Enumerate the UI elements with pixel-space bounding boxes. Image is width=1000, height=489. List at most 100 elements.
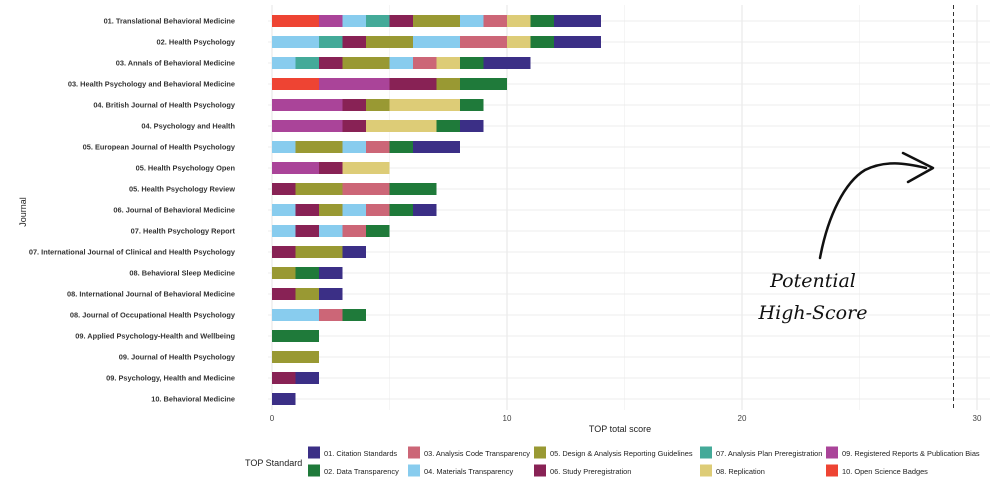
arrowhead-icon bbox=[901, 151, 935, 184]
bar-segment-05 bbox=[342, 57, 390, 69]
legend-title: TOP Standard bbox=[245, 458, 302, 468]
bar-segment-02 bbox=[389, 204, 413, 216]
y-tick-label: 09. Journal of Health Psychology bbox=[119, 353, 236, 362]
legend-swatch-09 bbox=[826, 446, 838, 459]
y-tick-label: 08. Journal of Occupational Health Psych… bbox=[70, 311, 236, 320]
bar-segment-04 bbox=[272, 225, 296, 237]
bar-segment-05 bbox=[295, 288, 319, 300]
bar-segment-09 bbox=[319, 15, 343, 27]
y-tick-label: 02. Health Psychology bbox=[157, 38, 236, 47]
legend-swatch-02 bbox=[308, 464, 320, 477]
legend-label: 03. Analysis Code Transparency bbox=[424, 449, 530, 458]
y-tick-label: 05. Health Psychology Review bbox=[129, 185, 235, 194]
bar-segment-01 bbox=[554, 15, 601, 27]
bar-segment-02 bbox=[295, 267, 319, 279]
bar-segment-06 bbox=[389, 78, 437, 90]
bar-segment-01 bbox=[413, 204, 437, 216]
legend-label: 09. Registered Reports & Publication Bia… bbox=[842, 449, 980, 458]
y-tick-label: 07. Health Psychology Report bbox=[131, 227, 236, 236]
y-tick-label: 05. Health Psychology Open bbox=[136, 164, 236, 173]
bar-segment-03 bbox=[342, 183, 390, 195]
bar-segment-01 bbox=[413, 141, 460, 153]
bars bbox=[272, 15, 601, 405]
legend-label: 01. Citation Standards bbox=[324, 449, 397, 458]
bar-segment-02 bbox=[436, 120, 460, 132]
legend-swatch-04 bbox=[408, 464, 420, 477]
legend-swatch-03 bbox=[408, 446, 420, 459]
legend-label: 07. Analysis Plan Preregistration bbox=[716, 449, 822, 458]
y-tick-label: 09. Applied Psychology-Health and Wellbe… bbox=[75, 332, 235, 341]
bar-segment-02 bbox=[272, 330, 319, 342]
bar-segment-05 bbox=[295, 141, 343, 153]
bar-segment-09 bbox=[272, 162, 319, 174]
bar-segment-01 bbox=[342, 246, 366, 258]
legend-label: 06. Study Preregistration bbox=[550, 467, 631, 476]
bar-segment-04 bbox=[272, 57, 296, 69]
x-axis-ticks: 0 10 20 30 bbox=[270, 414, 982, 423]
y-tick-label: 03. Annals of Behavioral Medicine bbox=[116, 59, 235, 68]
bar-segment-03 bbox=[366, 204, 390, 216]
bar-segment-03 bbox=[319, 309, 343, 321]
legend-swatch-08 bbox=[700, 464, 712, 477]
bar-segment-06 bbox=[272, 288, 296, 300]
bar-segment-09 bbox=[272, 99, 343, 111]
bar-segment-07 bbox=[366, 15, 390, 27]
bar-segment-04 bbox=[272, 36, 319, 48]
bar-segment-04 bbox=[272, 204, 296, 216]
bar-segment-02 bbox=[389, 141, 413, 153]
bar-segment-08 bbox=[342, 162, 390, 174]
bar-segment-10 bbox=[272, 15, 319, 27]
bar-segment-01 bbox=[319, 267, 343, 279]
y-tick-label: 09. Psychology, Health and Medicine bbox=[106, 374, 235, 383]
bar-segment-10 bbox=[272, 78, 319, 90]
legend-swatch-06 bbox=[534, 464, 546, 477]
x-tick-label: 10 bbox=[503, 414, 512, 423]
y-tick-label: 05. European Journal of Health Psycholog… bbox=[83, 143, 236, 152]
legend-swatch-07 bbox=[700, 446, 712, 459]
bar-segment-03 bbox=[460, 36, 507, 48]
bar-segment-06 bbox=[319, 57, 343, 69]
legend-label: 02. Data Transparency bbox=[324, 467, 399, 476]
bar-segment-02 bbox=[366, 225, 390, 237]
y-axis-title: Journal bbox=[18, 197, 28, 227]
legend-swatch-10 bbox=[826, 464, 838, 477]
bar-segment-02 bbox=[460, 99, 484, 111]
bar-segment-09 bbox=[272, 120, 343, 132]
x-tick-label: 0 bbox=[270, 414, 275, 423]
bar-segment-02 bbox=[460, 78, 507, 90]
legend-label: 08. Replication bbox=[716, 467, 765, 476]
annotation-line-2: High-Score bbox=[758, 302, 868, 324]
bar-segment-08 bbox=[507, 15, 531, 27]
bar-segment-06 bbox=[272, 183, 296, 195]
y-tick-label: 10. Behavioral Medicine bbox=[151, 395, 235, 404]
bar-segment-02 bbox=[342, 309, 366, 321]
y-axis-labels: 01. Translational Behavioral Medicine 02.… bbox=[29, 17, 236, 404]
bar-segment-02 bbox=[460, 57, 484, 69]
bar-segment-05 bbox=[295, 183, 343, 195]
bar-segment-01 bbox=[460, 120, 484, 132]
y-tick-label: 04. Psychology and Health bbox=[141, 122, 235, 131]
bar-segment-06 bbox=[342, 120, 366, 132]
annotation: Potential High-Score bbox=[758, 151, 935, 324]
bar-segment-04 bbox=[342, 15, 366, 27]
bar-segment-04 bbox=[389, 57, 413, 69]
bar-segment-05 bbox=[436, 78, 460, 90]
legend-label: 04. Materials Transparency bbox=[424, 467, 513, 476]
bar-segment-06 bbox=[342, 99, 366, 111]
bar-segment-04 bbox=[272, 141, 296, 153]
bar-segment-08 bbox=[507, 36, 531, 48]
y-tick-label: 06. Journal of Behavioral Medicine bbox=[113, 206, 235, 215]
annotation-line-1: Potential bbox=[769, 270, 856, 292]
bar-segment-04 bbox=[342, 204, 366, 216]
bar-segment-01 bbox=[554, 36, 601, 48]
x-tick-label: 30 bbox=[973, 414, 982, 423]
bar-segment-08 bbox=[436, 57, 460, 69]
bar-segment-06 bbox=[342, 36, 366, 48]
bar-segment-05 bbox=[319, 204, 343, 216]
bar-segment-06 bbox=[295, 225, 319, 237]
y-tick-label: 01. Translational Behavioral Medicine bbox=[104, 17, 235, 26]
y-tick-label: 08. Behavioral Sleep Medicine bbox=[129, 269, 235, 278]
bar-segment-01 bbox=[272, 393, 296, 405]
bar-segment-04 bbox=[413, 36, 460, 48]
bar-segment-05 bbox=[295, 246, 343, 258]
